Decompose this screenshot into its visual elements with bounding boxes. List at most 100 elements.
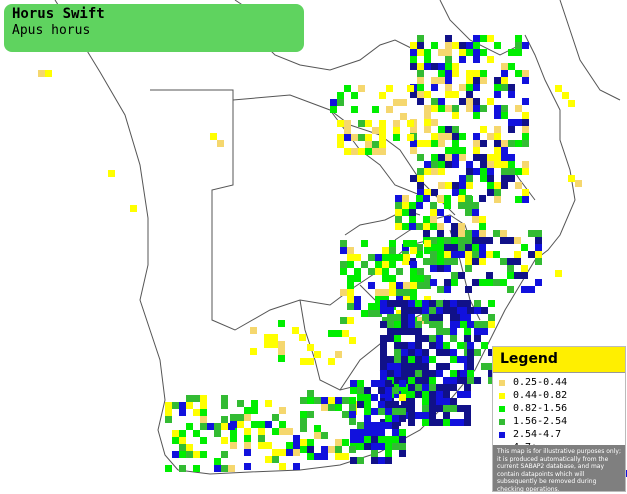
distribution-cell [501, 77, 508, 84]
distribution-cell [395, 223, 402, 230]
distribution-cell [307, 390, 314, 397]
distribution-cell [438, 77, 445, 84]
distribution-cell [221, 465, 228, 472]
distribution-cell [335, 351, 342, 358]
distribution-cell [445, 70, 452, 77]
distribution-cell [351, 92, 358, 99]
distribution-cell [500, 237, 507, 244]
distribution-cell [464, 405, 471, 412]
distribution-cell [396, 289, 403, 296]
distribution-cell [429, 370, 436, 377]
distribution-cell [179, 465, 186, 472]
distribution-cell [380, 356, 387, 363]
distribution-cell [460, 370, 467, 377]
distribution-cell [494, 147, 501, 154]
distribution-cell [382, 247, 389, 254]
distribution-cell [394, 363, 401, 370]
distribution-cell [328, 358, 335, 365]
distribution-cell [417, 35, 424, 42]
distribution-cell [407, 120, 414, 127]
distribution-cell [409, 223, 416, 230]
distribution-cell [221, 437, 228, 444]
distribution-cell [451, 258, 458, 265]
distribution-cell [385, 422, 392, 429]
distribution-cell [507, 272, 514, 279]
distribution-cell [436, 307, 443, 314]
distribution-cell [410, 49, 417, 56]
distribution-cell [473, 49, 480, 56]
distribution-cell [423, 223, 430, 230]
distribution-cell [436, 419, 443, 426]
distribution-cell [410, 268, 417, 275]
distribution-cell [422, 370, 429, 377]
distribution-cell [375, 254, 382, 261]
distribution-cell [424, 282, 431, 289]
distribution-cell [407, 85, 414, 92]
distribution-cell [402, 209, 409, 216]
distribution-cell [528, 251, 535, 258]
distribution-cell [436, 314, 443, 321]
distribution-cell [424, 168, 431, 175]
distribution-cell [487, 35, 494, 42]
legend-label: 2.54-4.7 [513, 429, 562, 440]
distribution-cell [403, 282, 410, 289]
distribution-cell [385, 450, 392, 457]
distribution-cell [451, 272, 458, 279]
distribution-cell [387, 321, 394, 328]
distribution-cell [307, 439, 314, 446]
distribution-cell [443, 307, 450, 314]
distribution-cell [365, 148, 372, 155]
distribution-cell [436, 363, 443, 370]
distribution-cell [408, 314, 415, 321]
distribution-cell [380, 370, 387, 377]
distribution-cell [424, 91, 431, 98]
distribution-cell [364, 436, 371, 443]
distribution-cell [422, 335, 429, 342]
distribution-cell [237, 421, 244, 428]
distribution-cell [385, 394, 392, 401]
distribution-cell [380, 335, 387, 342]
distribution-cell [457, 300, 464, 307]
distribution-cell [330, 99, 337, 106]
distribution-cell [394, 328, 401, 335]
distribution-cell [500, 230, 507, 237]
distribution-cell [494, 112, 501, 119]
distribution-cell [508, 49, 515, 56]
distribution-cell [347, 254, 354, 261]
distribution-cell [321, 404, 328, 411]
distribution-cell [464, 314, 471, 321]
distribution-cell [458, 237, 465, 244]
distribution-cell [385, 457, 392, 464]
distribution-cell [371, 457, 378, 464]
distribution-cell [445, 154, 452, 161]
distribution-cell [535, 237, 542, 244]
distribution-cell [214, 458, 221, 465]
distribution-cell [457, 342, 464, 349]
distribution-cell [515, 42, 522, 49]
distribution-cell [472, 244, 479, 251]
distribution-cell [415, 356, 422, 363]
distribution-cell [200, 451, 207, 458]
distribution-cell [522, 189, 529, 196]
distribution-cell [402, 244, 409, 251]
distribution-cell [443, 300, 450, 307]
distribution-cell [438, 154, 445, 161]
distribution-cell [399, 415, 406, 422]
distribution-cell [522, 119, 529, 126]
distribution-cell [451, 223, 458, 230]
distribution-cell [399, 443, 406, 450]
distribution-cell [515, 168, 522, 175]
distribution-cell [335, 404, 342, 411]
distribution-cell [410, 275, 417, 282]
distribution-cell [357, 387, 364, 394]
distribution-cell [465, 209, 472, 216]
distribution-cell [430, 258, 437, 265]
legend-item: 0.82-1.56 [499, 402, 625, 415]
distribution-cell [228, 423, 235, 430]
distribution-cell [438, 140, 445, 147]
distribution-cell [300, 446, 307, 453]
distribution-cell [244, 449, 251, 456]
distribution-cell [378, 429, 385, 436]
distribution-cell [480, 140, 487, 147]
distribution-cell [364, 443, 371, 450]
